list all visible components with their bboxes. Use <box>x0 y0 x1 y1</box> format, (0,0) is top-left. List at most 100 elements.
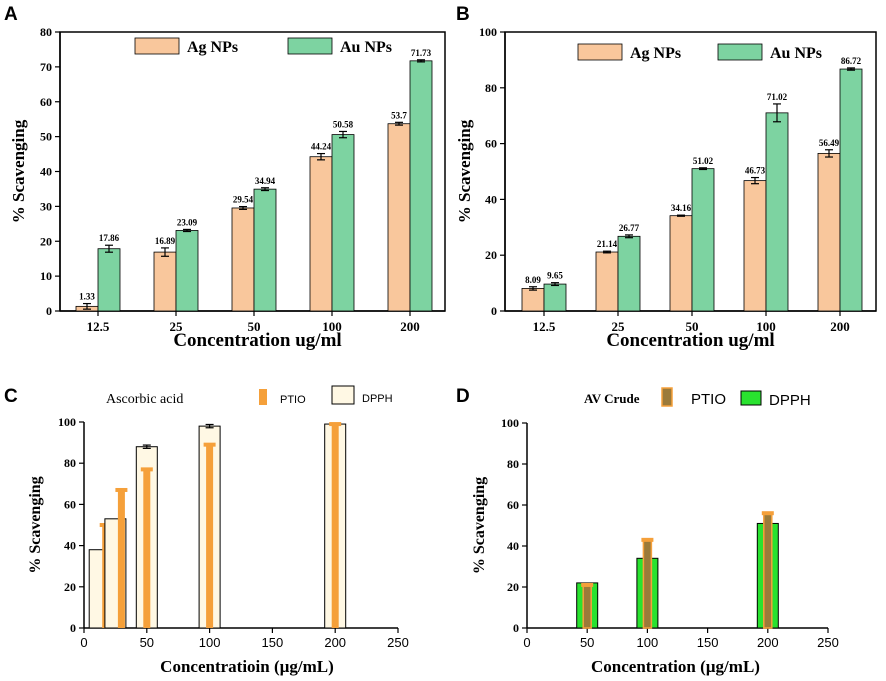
panel-c-legend-title: Ascorbic acid <box>106 392 183 407</box>
panel-c-ptio-cap <box>329 422 342 427</box>
panel-c-legend-label-ptio: PTIO <box>280 394 306 406</box>
panel-c-bar-ptio <box>206 444 214 628</box>
panel-b-bar-ag <box>817 152 841 312</box>
panel-d-x-tick-label: 50 <box>580 635 594 650</box>
panel-d-ptio-cap <box>581 582 594 587</box>
panel-b-y-tick-label: 40 <box>485 192 497 206</box>
panel-b-data-label: 8.09 <box>525 275 541 285</box>
panel-d-legend-label-dpph: DPPH <box>769 392 811 409</box>
panel-c-legend-swatch-dpph <box>331 385 355 405</box>
panel-a-bar-ag <box>231 207 255 312</box>
panel-d-bar-ptio <box>763 512 773 629</box>
panel-a-y-tick-label: 10 <box>40 269 52 283</box>
panel-b-data-label: 86.72 <box>841 56 862 66</box>
panel-d-bar-ptio <box>582 584 592 629</box>
panel-c-y-tick-label: 60 <box>64 497 76 511</box>
panel-d-y-tick-label: 80 <box>507 457 519 471</box>
panel-b-y-tick-label: 100 <box>479 25 497 39</box>
panel-b-data-label: 26.77 <box>619 223 640 233</box>
panel-d-y-tick-label: 100 <box>501 416 519 430</box>
panel-a-bar-ag <box>153 251 177 312</box>
panel-a-data-label: 44.24 <box>311 142 332 152</box>
panel-c-ptio-cap <box>140 467 153 472</box>
panel-a-bar-au <box>97 248 121 312</box>
panel-a-y-tick-label: 70 <box>40 60 52 74</box>
panel-a-y-tick-label: 0 <box>46 304 52 318</box>
panel-b-x-tick-label: 50 <box>686 319 699 334</box>
panel-a-bar-ag <box>309 156 333 312</box>
panel-c-ptio-cap <box>203 442 216 447</box>
panel-b-bar-au <box>839 68 863 312</box>
panel-b-bar-ag <box>521 288 545 312</box>
panel-b-data-label: 34.16 <box>671 203 692 213</box>
panel-a-data-label: 34.94 <box>255 176 276 186</box>
panel-b-x-tick-label: 200 <box>830 319 850 334</box>
panel-a-bar-au <box>409 60 433 312</box>
panel-a-data-label: 29.54 <box>233 195 254 205</box>
panel-b-bar-ag <box>595 251 619 312</box>
panel-a-bar-au <box>253 188 277 312</box>
panel-b-y-tick-label: 20 <box>485 248 497 262</box>
panel-b-bar-au <box>543 283 567 312</box>
panel-d-legend-swatch-ptio <box>661 387 673 407</box>
panel-label-d: D <box>456 386 470 407</box>
panel-b-legend-swatch <box>717 43 763 61</box>
panel-a-legend-label: Ag NPs <box>187 39 238 56</box>
panel-b-legend-label: Au NPs <box>770 45 822 62</box>
panel-b-x-tick-label: 100 <box>756 319 776 334</box>
panel-a-bar-au <box>175 230 199 312</box>
panel-b-bar-ag <box>743 180 767 312</box>
panel-a-bar-au <box>331 134 355 312</box>
panel-a-data-label: 16.89 <box>155 236 176 246</box>
panel-c-y-tick-label: 0 <box>70 621 76 635</box>
panel-c-x-tick-label: 250 <box>387 635 409 650</box>
panel-b-x-tick-label: 12.5 <box>533 319 556 334</box>
panel-c-x-tick-label: 200 <box>324 635 346 650</box>
panel-a-data-label: 53.7 <box>391 110 407 120</box>
panel-b-data-label: 71.02 <box>767 92 788 102</box>
panel-c-legend-swatch-ptio <box>259 389 267 405</box>
panel-d-x-tick-label: 250 <box>817 635 839 650</box>
panel-d-ptio-cap <box>761 511 774 516</box>
panel-d-x-label: Concentration (µg/mL) <box>591 657 760 676</box>
panel-a-legend-swatch <box>287 37 333 55</box>
panel-b-data-label: 51.02 <box>693 156 714 166</box>
panel-b-bar-ag <box>669 215 693 312</box>
panel-b-bar-au <box>765 112 789 312</box>
panel-a-y-tick-label: 60 <box>40 95 52 109</box>
panel-a-legend-swatch <box>134 37 180 55</box>
panel-d-x-tick-label: 200 <box>757 635 779 650</box>
panel-d-legend-label-ptio: PTIO <box>691 391 726 408</box>
panel-d-bar-ptio <box>642 539 653 629</box>
panel-c-x-tick-label: 50 <box>140 635 154 650</box>
panel-b-legend-swatch <box>577 43 623 61</box>
panel-b-bar-au <box>617 235 641 312</box>
panel-a-bar-ag <box>387 123 411 312</box>
panel-c-y-tick-label: 80 <box>64 456 76 470</box>
panel-c-x-label: Concentratioin (µg/mL) <box>160 657 334 676</box>
panel-a-y-label: % Scavenging <box>9 119 28 223</box>
panel-a-x-tick-label: 25 <box>170 319 184 334</box>
panel-a-x-tick-label: 12.5 <box>87 319 110 334</box>
panel-b-y-tick-label: 80 <box>485 81 497 95</box>
panel-b-data-label: 21.14 <box>597 239 618 249</box>
panel-b-y-label: % Scavenging <box>455 119 474 223</box>
panel-d-x-tick-label: 0 <box>523 635 530 650</box>
panel-b-y-tick-label: 60 <box>485 137 497 151</box>
panel-a-y-tick-label: 80 <box>40 25 52 39</box>
panel-c-x-tick-label: 100 <box>199 635 221 650</box>
panel-a-y-tick-label: 30 <box>40 199 52 213</box>
panel-d-y-label: % Scavenging <box>471 477 488 574</box>
panel-c-y-tick-label: 40 <box>64 539 76 553</box>
panel-a-data-label: 71.73 <box>411 48 432 58</box>
panel-c-bar-ptio <box>331 424 339 628</box>
panel-label-b: B <box>456 4 470 25</box>
panel-d-legend-title: AV Crude <box>584 391 640 406</box>
panel-d-x-tick-label: 150 <box>697 635 719 650</box>
panel-a-y-tick-label: 20 <box>40 234 52 248</box>
panel-label-c: C <box>4 386 18 407</box>
panel-b-data-label: 56.49 <box>819 138 840 148</box>
panel-c-x-tick-label: 150 <box>262 635 284 650</box>
panel-c-bar-ptio <box>143 469 151 628</box>
